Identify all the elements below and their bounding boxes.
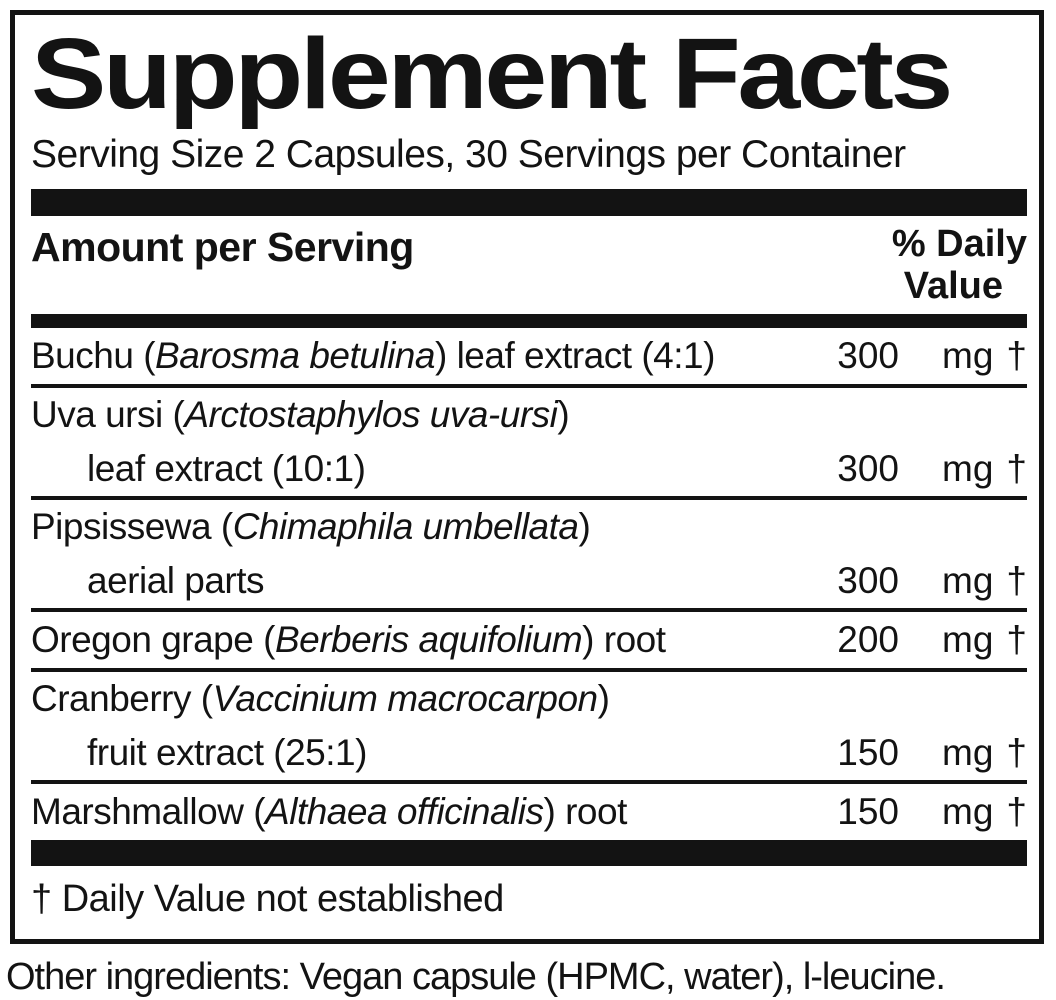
name-prefix: Cranberry (: [31, 677, 213, 719]
name-suffix: ): [578, 505, 591, 547]
latin-name: Berberis aquifolium: [274, 618, 583, 660]
name-prefix: Uva ursi (: [31, 393, 185, 435]
ingredient-row-cranberry: Cranberry (Vaccinium macrocarpon) fruit …: [31, 672, 1027, 784]
row-line: Cranberry (Vaccinium macrocarpon): [31, 672, 1027, 726]
divider-thick-top: [31, 189, 1027, 216]
unit-label: mg: [942, 790, 994, 832]
row-line: fruit extract (25:1) 150 mg †: [31, 726, 1027, 780]
amount-value: 200: [837, 618, 899, 660]
percent-daily-value-header: % Daily Value: [891, 223, 1027, 308]
daily-value-footnote: † Daily Value not established: [31, 877, 504, 920]
row-line: leaf extract (10:1) 300 mg †: [31, 442, 1027, 496]
amount-unit: mg †: [899, 619, 1027, 661]
latin-name: Vaccinium macrocarpon: [212, 677, 599, 719]
amount-value: 300: [837, 559, 899, 601]
ingredient-name: Pipsissewa (Chimaphila umbellata): [31, 506, 1027, 548]
serving-size-line: Serving Size 2 Capsules, 30 Servings per…: [31, 133, 906, 176]
amount-unit: mg †: [899, 732, 1027, 774]
amount-value: 300: [837, 447, 899, 489]
row-line: Marshmallow (Althaea officinalis) root 1…: [31, 784, 1027, 840]
ingredient-subline: fruit extract (25:1): [87, 731, 367, 773]
ingredient-subline: aerial parts: [87, 559, 265, 601]
name-prefix: Pipsissewa (: [31, 505, 233, 547]
amount-value: 150: [837, 790, 899, 832]
name-suffix: ): [597, 677, 610, 719]
row-line: Uva ursi (Arctostaphylos uva-ursi): [31, 388, 1027, 442]
dagger-symbol: †: [1006, 559, 1027, 601]
ingredient-row-oregon-grape: Oregon grape (Berberis aquifolium) root …: [31, 612, 1027, 672]
unit-label: mg: [942, 334, 994, 376]
amount-unit: mg †: [899, 448, 1027, 490]
unit-label: mg: [942, 447, 994, 489]
amount-unit: mg †: [899, 791, 1027, 833]
amount-per-serving-header: Amount per Serving: [31, 224, 414, 270]
ingredient-row-pipsissewa: Pipsissewa (Chimaphila umbellata) aerial…: [31, 500, 1027, 612]
latin-name: Althaea officinalis: [265, 790, 544, 832]
name-suffix: ): [557, 393, 570, 435]
ingredient-name: Uva ursi (Arctostaphylos uva-ursi): [31, 394, 1027, 436]
name-suffix: ) root: [543, 790, 628, 832]
unit-label: mg: [942, 731, 994, 773]
ingredient-name: Marshmallow (Althaea officinalis) root: [31, 791, 827, 833]
dagger-symbol: †: [1006, 334, 1027, 376]
row-line: Buchu (Barosma betulina) leaf extract (4…: [31, 328, 1027, 384]
ingredient-name: Buchu (Barosma betulina) leaf extract (4…: [31, 335, 827, 377]
dagger-symbol: †: [1006, 447, 1027, 489]
divider-medium: [31, 313, 1027, 328]
ingredient-name: Cranberry (Vaccinium macrocarpon): [31, 678, 1027, 720]
dv-header-line2: Value: [903, 264, 1003, 307]
divider-thick-bottom: [31, 839, 1027, 866]
unit-label: mg: [942, 618, 994, 660]
name-suffix: ) root: [582, 618, 666, 660]
column-header-row: Amount per Serving % Daily Value: [31, 216, 1027, 314]
other-ingredients-line: Other ingredients: Vegan capsule (HPMC, …: [6, 955, 946, 998]
unit-label: mg: [942, 559, 994, 601]
amount-value: 300: [837, 334, 899, 376]
amount-unit: mg †: [899, 560, 1027, 602]
row-line: aerial parts 300 mg †: [31, 554, 1027, 608]
facts-box: Supplement Facts Serving Size 2 Capsules…: [10, 10, 1044, 944]
amount-unit: mg †: [899, 335, 1027, 377]
ingredient-name: Oregon grape (Berberis aquifolium) root: [31, 619, 827, 661]
dagger-symbol: †: [1006, 790, 1027, 832]
name-suffix: ) leaf extract (4:1): [434, 334, 715, 376]
latin-name: Barosma betulina: [155, 334, 435, 376]
ingredient-subline: leaf extract (10:1): [87, 447, 366, 489]
latin-name: Chimaphila umbellata: [232, 505, 579, 547]
name-prefix: Buchu (: [31, 334, 156, 376]
supplement-facts-title: Supplement Facts: [31, 18, 953, 130]
name-prefix: Oregon grape (: [31, 618, 275, 660]
amount-value: 150: [837, 731, 899, 773]
dv-header-line1: % Daily: [891, 223, 1027, 265]
ingredient-row-uva-ursi: Uva ursi (Arctostaphylos uva-ursi) leaf …: [31, 388, 1027, 500]
row-line: Oregon grape (Berberis aquifolium) root …: [31, 612, 1027, 668]
dagger-symbol: †: [1006, 618, 1027, 660]
dagger-symbol: †: [1006, 731, 1027, 773]
row-line: Pipsissewa (Chimaphila umbellata): [31, 500, 1027, 554]
name-prefix: Marshmallow (: [31, 790, 266, 832]
ingredient-row-marshmallow: Marshmallow (Althaea officinalis) root 1…: [31, 784, 1027, 840]
latin-name: Arctostaphylos uva-ursi: [184, 393, 558, 435]
ingredient-row-buchu: Buchu (Barosma betulina) leaf extract (4…: [31, 328, 1027, 388]
